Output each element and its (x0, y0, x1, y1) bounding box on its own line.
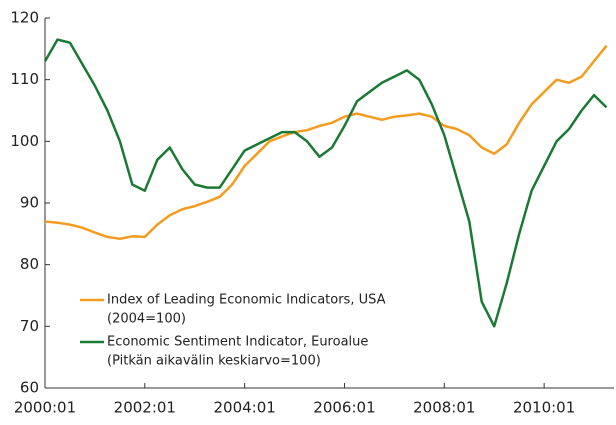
y-tick-label: 80 (20, 255, 39, 273)
y-tick-label: 110 (10, 70, 39, 88)
x-tick-label: 2004:01 (213, 399, 275, 417)
legend-note: (2004=100) (107, 312, 186, 327)
y-tick-label: 90 (20, 194, 39, 212)
x-tick-label: 2000:01 (14, 399, 76, 417)
series-line (43, 38, 608, 328)
y-tick-label: 60 (20, 379, 39, 397)
legend-label: Index of Leading Economic Indicators, US… (107, 293, 386, 308)
y-tick-label: 70 (20, 317, 39, 335)
x-tick-label: 2010:01 (513, 399, 575, 417)
y-tick-label: 100 (10, 132, 39, 150)
x-tick-label: 2006:01 (313, 399, 375, 417)
y-tick-label: 120 (10, 9, 39, 27)
legend-note: (Pitkän aikavälin keskiarvo=100) (107, 354, 321, 369)
x-tick-label: 2008:01 (413, 399, 475, 417)
series-line (44, 45, 608, 241)
x-tick-label: 2002:01 (114, 399, 176, 417)
legend-label: Economic Sentiment Indicator, Euroalue (107, 335, 368, 350)
